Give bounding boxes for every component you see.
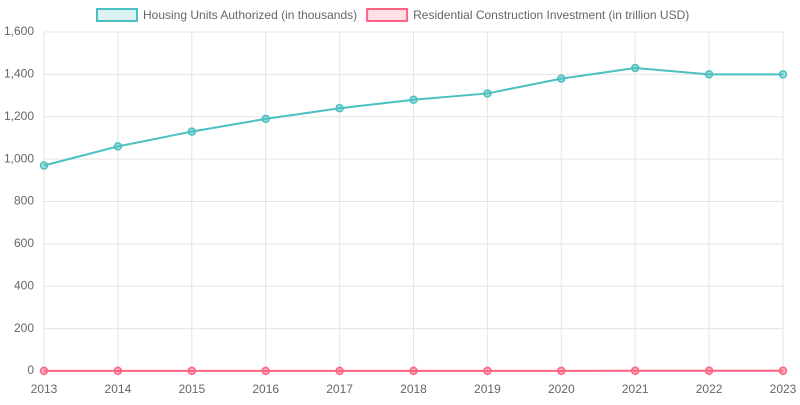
data-point bbox=[484, 367, 491, 374]
y-tick-label: 1,000 bbox=[4, 151, 34, 165]
x-tick-label: 2021 bbox=[622, 382, 649, 396]
y-tick-label: 1,600 bbox=[4, 24, 34, 38]
x-tick-label: 2013 bbox=[31, 382, 58, 396]
y-tick-label: 1,200 bbox=[4, 109, 34, 123]
data-point bbox=[706, 71, 713, 78]
data-point bbox=[632, 65, 639, 72]
data-point bbox=[188, 367, 195, 374]
legend-label: Housing Units Authorized (in thousands) bbox=[143, 8, 357, 22]
data-point bbox=[780, 367, 787, 374]
data-point bbox=[558, 367, 565, 374]
legend-label: Residential Construction Investment (in … bbox=[413, 8, 689, 22]
legend-swatch bbox=[367, 9, 407, 21]
data-point bbox=[41, 162, 48, 169]
y-tick-label: 600 bbox=[14, 236, 34, 250]
x-tick-label: 2014 bbox=[105, 382, 132, 396]
data-point bbox=[632, 367, 639, 374]
data-point bbox=[114, 143, 121, 150]
data-point bbox=[706, 367, 713, 374]
data-point bbox=[336, 367, 343, 374]
x-tick-label: 2016 bbox=[252, 382, 279, 396]
x-tick-label: 2023 bbox=[770, 382, 797, 396]
data-point bbox=[188, 128, 195, 135]
legend-item: Residential Construction Investment (in … bbox=[367, 8, 689, 22]
data-point bbox=[484, 90, 491, 97]
x-tick-label: 2019 bbox=[474, 382, 501, 396]
x-tick-label: 2017 bbox=[326, 382, 353, 396]
y-tick-label: 200 bbox=[14, 321, 34, 335]
data-point bbox=[780, 71, 787, 78]
legend-swatch bbox=[97, 9, 137, 21]
x-tick-label: 2022 bbox=[696, 382, 723, 396]
x-tick-label: 2020 bbox=[548, 382, 575, 396]
data-point bbox=[114, 367, 121, 374]
data-point bbox=[336, 105, 343, 112]
data-point bbox=[410, 367, 417, 374]
legend-item: Housing Units Authorized (in thousands) bbox=[97, 8, 357, 22]
data-point bbox=[41, 367, 48, 374]
data-point bbox=[410, 96, 417, 103]
y-tick-label: 0 bbox=[27, 363, 34, 377]
legend: Housing Units Authorized (in thousands) R… bbox=[97, 8, 689, 22]
x-tick-label: 2015 bbox=[178, 382, 205, 396]
x-tick-label: 2018 bbox=[400, 382, 427, 396]
y-tick-label: 1,400 bbox=[4, 67, 34, 81]
y-tick-label: 400 bbox=[14, 278, 34, 292]
data-point bbox=[558, 75, 565, 82]
data-point bbox=[262, 115, 269, 122]
data-point bbox=[262, 367, 269, 374]
y-tick-label: 800 bbox=[14, 194, 34, 208]
